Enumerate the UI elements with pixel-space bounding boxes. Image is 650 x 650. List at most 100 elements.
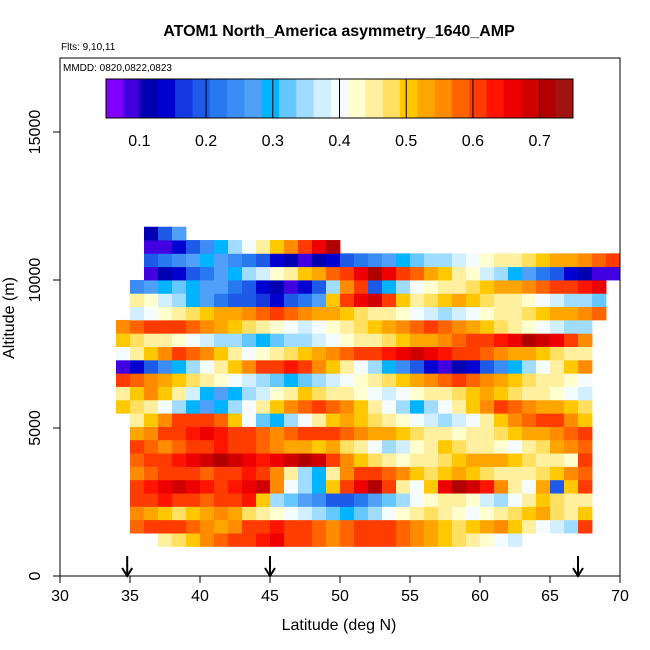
heatmap-cell — [452, 319, 467, 334]
heatmap-cell — [340, 506, 355, 521]
colorbar-segment — [106, 79, 124, 118]
heatmap-cell — [466, 319, 481, 334]
latitude-arrows — [121, 556, 584, 578]
heatmap-cell — [438, 493, 453, 507]
heatmap-cell — [438, 359, 453, 374]
heatmap-cell — [368, 280, 383, 294]
heatmap-cell — [354, 519, 369, 534]
heatmap-cell — [382, 399, 397, 414]
heatmap-cell — [522, 413, 537, 427]
heatmap-cell — [144, 319, 159, 334]
heatmap-cell — [186, 466, 201, 481]
heatmap-cell — [438, 333, 453, 347]
heatmap-cell — [382, 426, 397, 441]
heatmap-cell — [340, 453, 355, 467]
heatmap-cell — [158, 226, 173, 241]
heatmap-cell — [228, 280, 243, 294]
x-axis-label: Latitude (deg N) — [282, 617, 397, 634]
heatmap-cell — [214, 493, 229, 507]
heatmap-cell — [130, 293, 145, 308]
heatmap-cell — [382, 493, 397, 507]
heatmap-cell — [466, 399, 481, 414]
heatmap-cell — [186, 493, 201, 507]
heatmap-cell — [214, 519, 229, 534]
heatmap-cell — [592, 293, 607, 308]
heatmap-cell — [382, 346, 397, 361]
heatmap-cell — [410, 346, 425, 361]
heatmap-cell — [466, 293, 481, 308]
heatmap-cell — [452, 413, 467, 427]
heatmap-cell — [368, 399, 383, 414]
heatmap-cell — [536, 280, 551, 294]
heatmap-cell — [438, 253, 453, 268]
heatmap-cell — [228, 359, 243, 374]
heatmap-cell — [438, 293, 453, 308]
heatmap-cell — [200, 506, 215, 521]
heatmap-cell — [200, 240, 215, 254]
heatmap-cell — [368, 359, 383, 374]
heatmap-cell — [480, 519, 495, 534]
heatmap-cell — [424, 413, 439, 427]
heatmap-cell — [438, 439, 453, 454]
heatmap-cell — [438, 506, 453, 521]
heatmap-cell — [494, 373, 509, 387]
heatmap-cell — [564, 453, 579, 467]
heatmap-cell — [200, 413, 215, 427]
heatmap-cell — [242, 466, 257, 481]
heatmap-cell — [270, 333, 285, 347]
heatmap-cell — [200, 453, 215, 467]
heatmap-cell — [550, 413, 565, 427]
heatmap-cell — [298, 439, 313, 454]
heatmap-cell — [256, 293, 271, 308]
heatmap-cell — [382, 439, 397, 454]
heatmap-cell — [242, 519, 257, 534]
heatmap-cell — [284, 453, 299, 467]
y-tick-label: 15000 — [27, 110, 44, 155]
colorbar-segment — [382, 79, 401, 118]
colorbar-segment — [503, 79, 522, 118]
colorbar: 0.1 0.2 0.3 0.4 0.5 0.6 0.7 — [105, 78, 574, 150]
heatmap-cell — [298, 346, 313, 361]
heatmap-cell — [578, 426, 593, 441]
colorbar-segment — [486, 79, 505, 118]
heatmap-cell — [312, 293, 327, 308]
colorbar-tick-label: 0.5 — [395, 133, 417, 150]
heatmap-cell — [326, 519, 341, 534]
heatmap-cell — [298, 333, 313, 347]
heatmap-cell — [382, 373, 397, 387]
heatmap-cell — [242, 479, 257, 494]
heatmap-cell — [536, 399, 551, 414]
heatmap-cell — [480, 359, 495, 374]
heatmap-cell — [340, 359, 355, 374]
heatmap-cell — [242, 293, 257, 308]
heatmap-cell — [564, 519, 579, 534]
heatmap-cell — [508, 293, 523, 308]
heatmap-cell — [480, 319, 495, 334]
heatmap-cell — [200, 426, 215, 441]
heatmap-cell — [382, 293, 397, 308]
heatmap-cell — [270, 386, 285, 401]
heatmap-cell — [466, 439, 481, 454]
heatmap-cell — [340, 439, 355, 454]
heatmap-cell — [298, 453, 313, 467]
heatmap-cell — [564, 506, 579, 521]
heatmap-cell — [410, 466, 425, 481]
heatmap-cell — [466, 413, 481, 427]
heatmap-cell — [466, 426, 481, 441]
heatmap-cell — [312, 479, 327, 494]
y-tick-label: 10000 — [27, 258, 44, 303]
heatmap-cell — [284, 479, 299, 494]
heatmap-cell — [144, 346, 159, 361]
heatmap-cell — [340, 426, 355, 441]
heatmap-cell — [256, 399, 271, 414]
heatmap-cell — [228, 399, 243, 414]
heatmap-cell — [410, 519, 425, 534]
heatmap-cell — [172, 266, 187, 281]
heatmap-cell — [452, 479, 467, 494]
heatmap-cell — [466, 280, 481, 294]
heatmap-cell — [158, 386, 173, 401]
heatmap-cell — [228, 386, 243, 401]
heatmap-cell — [340, 386, 355, 401]
heatmap-cell — [186, 319, 201, 334]
heatmap-cell — [424, 306, 439, 321]
